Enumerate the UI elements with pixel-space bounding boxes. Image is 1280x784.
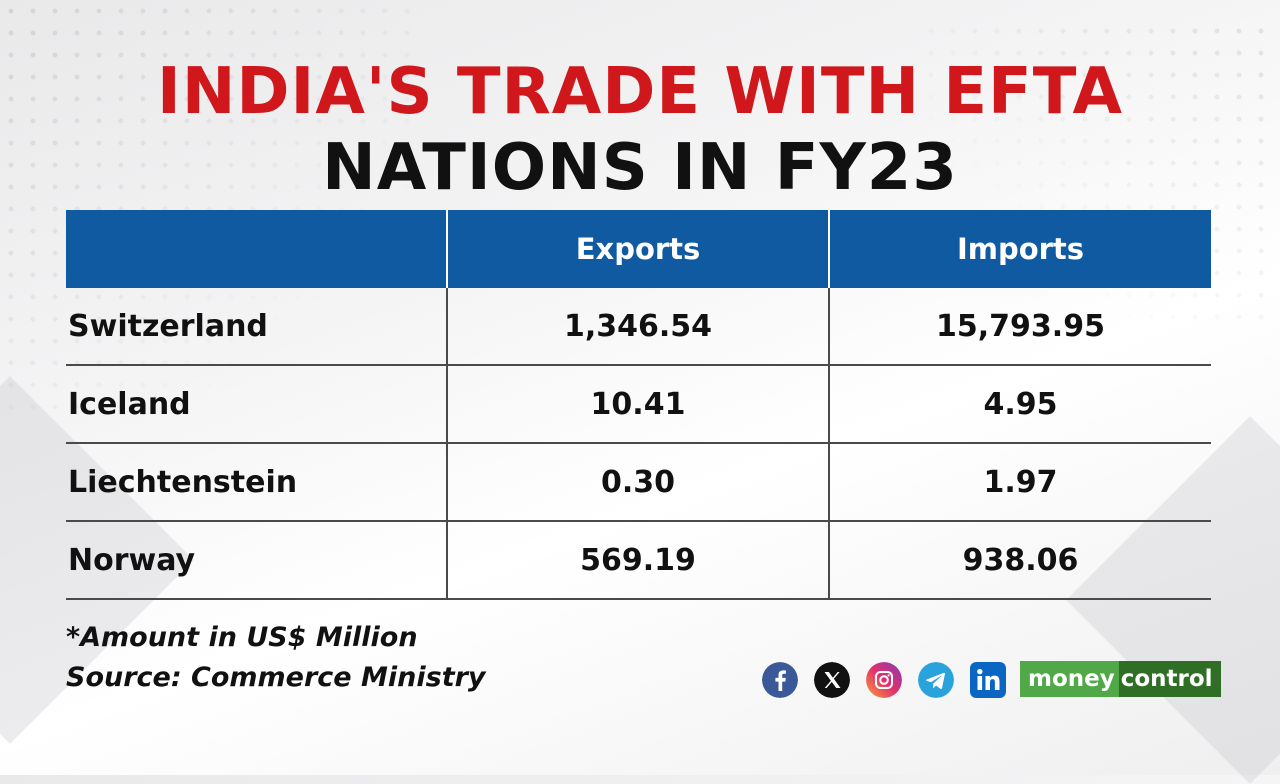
unit-note: *Amount in US$ Million <box>66 622 418 653</box>
exports-cell: 0.30 <box>446 443 829 522</box>
header-imports: Imports <box>828 210 1211 288</box>
facebook-icon[interactable] <box>762 662 798 698</box>
exports-cell: 1,346.54 <box>446 288 829 366</box>
table-row: Liechtenstein 0.30 1.97 <box>66 443 1211 522</box>
table-header-row: Exports Imports <box>66 210 1211 288</box>
country-cell: Liechtenstein <box>66 443 447 522</box>
country-cell: Switzerland <box>66 288 447 366</box>
logo-control: control <box>1118 661 1221 697</box>
table-row: Switzerland 1,346.54 15,793.95 <box>66 288 1211 366</box>
linkedin-icon[interactable] <box>970 662 1006 698</box>
country-cell: Iceland <box>66 365 447 444</box>
moneycontrol-logo: money control <box>1020 661 1221 697</box>
exports-cell: 10.41 <box>446 365 829 444</box>
imports-cell: 938.06 <box>828 521 1211 600</box>
imports-cell: 1.97 <box>828 443 1211 522</box>
imports-cell: 4.95 <box>828 365 1211 444</box>
logo-money: money <box>1020 661 1119 697</box>
header-exports: Exports <box>446 210 829 288</box>
country-cell: Norway <box>66 521 447 600</box>
imports-cell: 15,793.95 <box>828 288 1211 366</box>
trade-table: Exports Imports Switzerland 1,346.54 15,… <box>66 210 1211 600</box>
source-note: Source: Commerce Ministry <box>66 662 486 693</box>
table-row: Iceland 10.41 4.95 <box>66 365 1211 444</box>
header-country <box>66 210 447 288</box>
title-line-1: INDIA'S TRADE WITH EFTA <box>157 55 1123 129</box>
exports-cell: 569.19 <box>446 521 829 600</box>
table-row: Norway 569.19 938.06 <box>66 521 1211 600</box>
instagram-icon[interactable] <box>866 662 902 698</box>
telegram-icon[interactable] <box>918 662 954 698</box>
x-icon[interactable] <box>814 662 850 698</box>
title-line-2: NATIONS IN FY23 <box>322 131 958 205</box>
